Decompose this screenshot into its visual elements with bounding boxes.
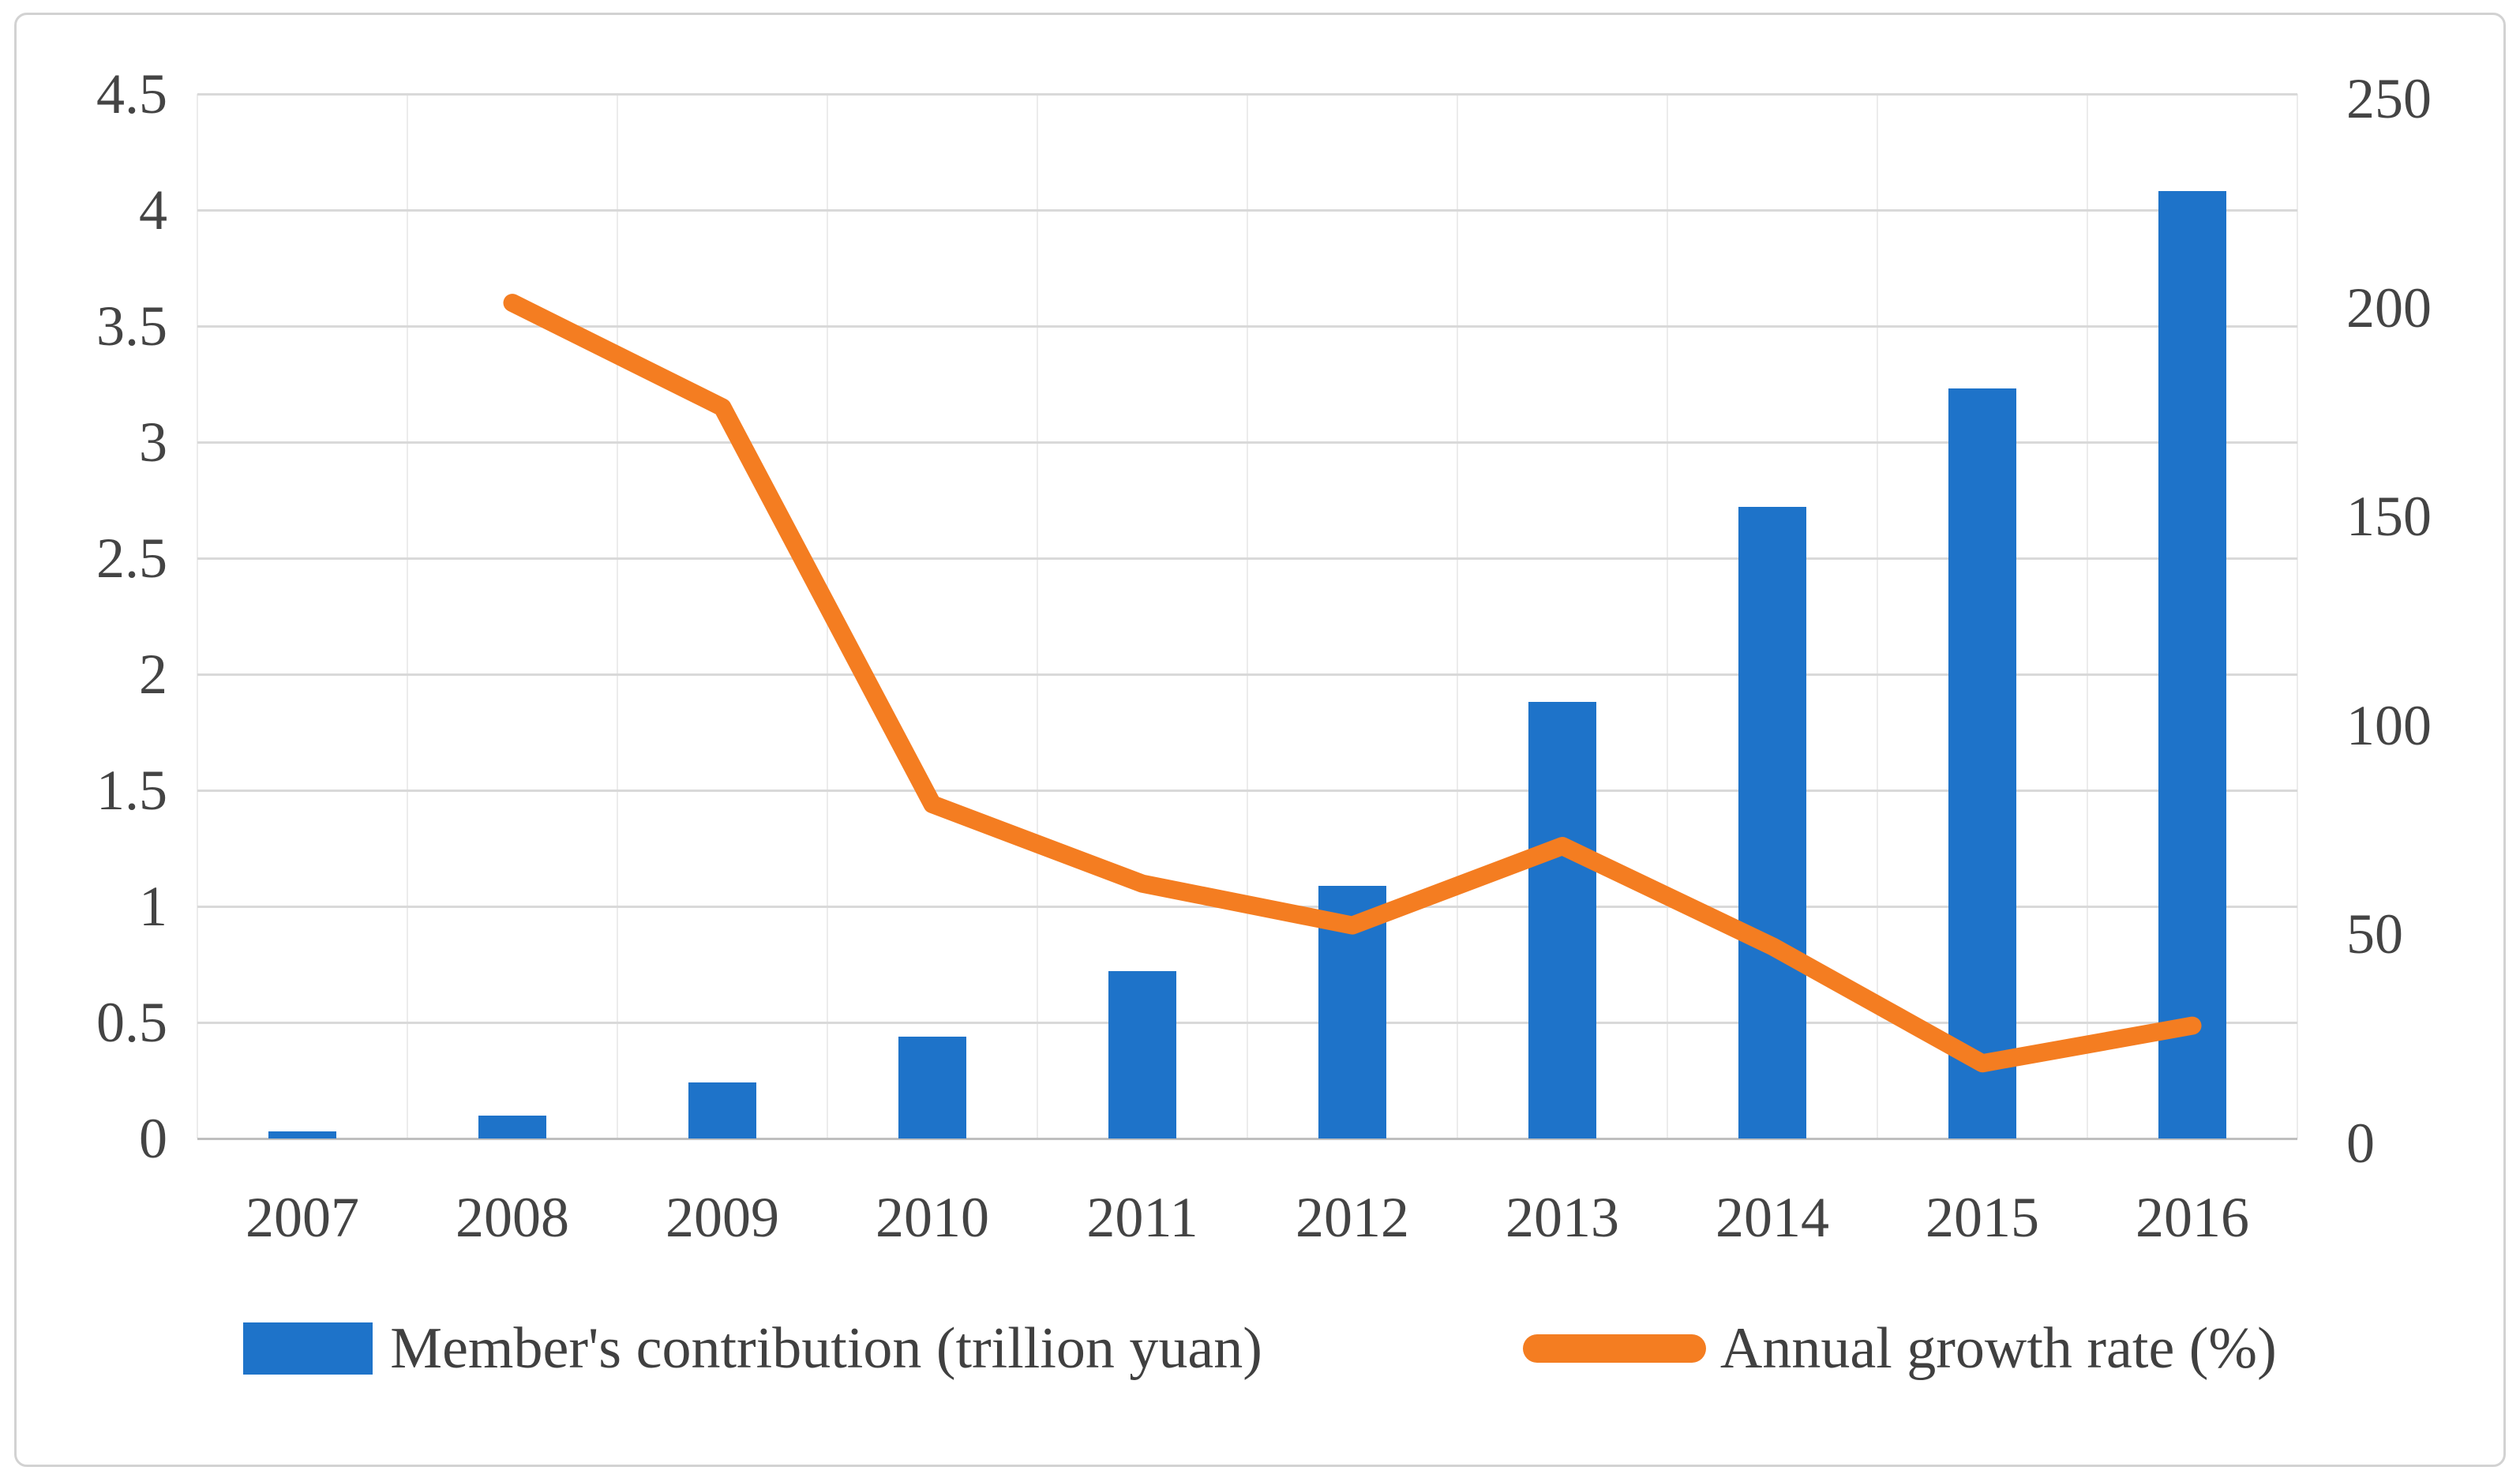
x-axis-label-2007: 2007 <box>246 1186 359 1249</box>
x-axis-label-2013: 2013 <box>1506 1186 1619 1249</box>
gridline <box>197 208 2297 212</box>
bar-series-label: Member's contribution (trillion yuan) <box>390 1316 1262 1381</box>
left-axis-tick-label: 2.5 <box>96 527 167 590</box>
bar-2009 <box>688 1082 756 1139</box>
left-axis-tick-label: 3.5 <box>96 294 167 358</box>
vertical-gridline <box>617 94 618 1139</box>
vertical-gridline <box>2087 94 2088 1139</box>
vertical-gridline <box>1037 94 1038 1139</box>
bar-2007 <box>268 1131 336 1139</box>
x-axis-label-2016: 2016 <box>2136 1186 2249 1249</box>
left-axis-tick-label: 3 <box>139 411 167 474</box>
gridline <box>197 673 2297 676</box>
figure-border <box>14 13 2506 1467</box>
bar-2014 <box>1738 507 1806 1139</box>
bar-2010 <box>898 1036 966 1139</box>
right-axis-tick-label: 250 <box>2346 67 2432 130</box>
vertical-gridline <box>197 94 198 1139</box>
left-axis-tick-label: 1 <box>139 875 167 938</box>
left-axis-tick-label: 4 <box>139 178 167 242</box>
legend-item-bar: Member's contribution (trillion yuan) <box>243 1317 1262 1380</box>
left-axis-tick-label: 0.5 <box>96 991 167 1054</box>
x-axis-label-2010: 2010 <box>876 1186 989 1249</box>
bar-2013 <box>1528 702 1596 1139</box>
x-axis-label-2012: 2012 <box>1296 1186 1409 1249</box>
vertical-gridline <box>407 94 408 1139</box>
gridline <box>197 92 2297 96</box>
vertical-gridline <box>1877 94 1878 1139</box>
left-axis-tick-label: 1.5 <box>96 759 167 822</box>
vertical-gridline <box>1667 94 1668 1139</box>
gridline <box>197 1137 2297 1140</box>
x-axis-label-2011: 2011 <box>1086 1186 1198 1249</box>
left-axis-tick-label: 2 <box>139 643 167 706</box>
left-axis-tick-label: 4.5 <box>96 62 167 126</box>
gridline <box>197 789 2297 792</box>
x-axis-label-2008: 2008 <box>456 1186 569 1249</box>
x-axis-label-2015: 2015 <box>1926 1186 2039 1249</box>
right-axis-tick-label: 150 <box>2346 485 2432 549</box>
bar-2016 <box>2158 191 2226 1139</box>
line-series-label: Annual growth rate (%) <box>1719 1316 2277 1381</box>
right-axis-tick-label: 200 <box>2346 276 2432 339</box>
gridline <box>197 1021 2297 1024</box>
vertical-gridline <box>2297 94 2298 1139</box>
bar-series-swatch-icon <box>243 1322 373 1375</box>
line-series-swatch-icon <box>1522 1334 1706 1363</box>
vertical-gridline <box>1247 94 1248 1139</box>
right-axis-tick-label: 0 <box>2346 1112 2375 1175</box>
x-axis-label-2009: 2009 <box>666 1186 779 1249</box>
gridline <box>197 324 2297 328</box>
legend-item-line: Annual growth rate (%) <box>1522 1316 2277 1381</box>
bar-2015 <box>1948 388 2016 1139</box>
right-axis-tick-label: 50 <box>2346 902 2403 966</box>
right-axis-tick-label: 100 <box>2346 693 2432 757</box>
gridline <box>197 557 2297 560</box>
x-axis-label-2014: 2014 <box>1716 1186 1829 1249</box>
gridline <box>197 441 2297 444</box>
vertical-gridline <box>1457 94 1458 1139</box>
legend: Member's contribution (trillion yuan) An… <box>0 1317 2520 1380</box>
growth-rate-polyline <box>503 294 2202 1073</box>
left-axis-tick-label: 0 <box>139 1107 167 1170</box>
bar-2011 <box>1108 971 1176 1139</box>
bar-2008 <box>478 1115 546 1139</box>
